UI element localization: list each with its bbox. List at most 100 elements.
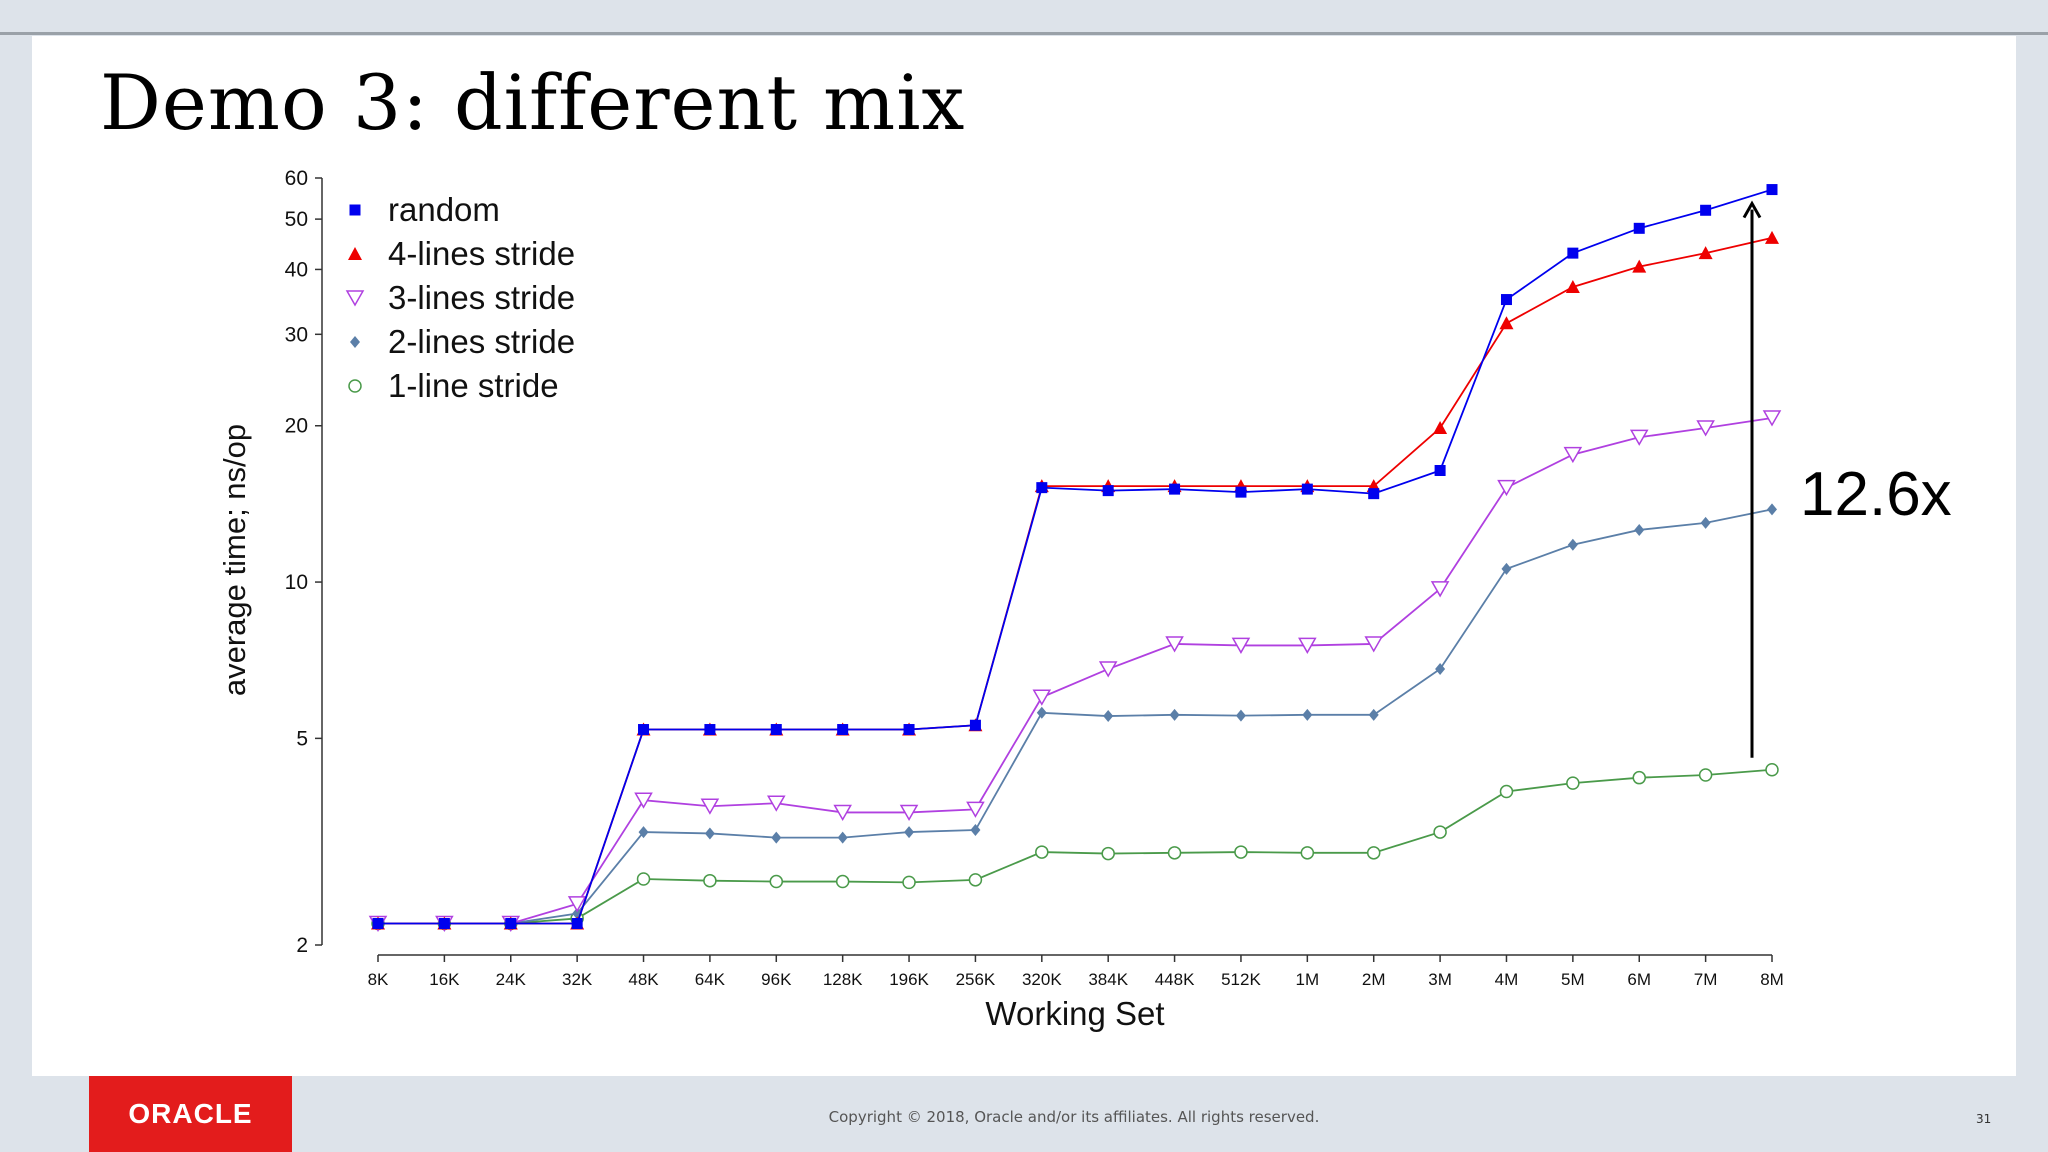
data-point — [1036, 482, 1048, 494]
x-tick-label: 7M — [1694, 970, 1718, 989]
legend-marker — [345, 290, 365, 307]
data-point — [1368, 708, 1379, 721]
data-point — [1301, 483, 1313, 495]
legend-marker — [349, 204, 361, 216]
x-tick-label: 256K — [956, 970, 996, 989]
data-point — [902, 875, 916, 890]
data-point — [1633, 222, 1645, 234]
y-tick-label: 50 — [285, 208, 308, 231]
x-tick-label: 512K — [1221, 970, 1261, 989]
data-point — [703, 873, 717, 888]
data-point — [1101, 846, 1115, 861]
x-tick-label: 8K — [368, 970, 389, 989]
slide-area — [32, 36, 2016, 1076]
data-point — [833, 804, 852, 821]
page-number: 31 — [1976, 1112, 1992, 1126]
data-point — [704, 827, 715, 840]
data-point — [1366, 846, 1381, 860]
data-point — [1767, 503, 1777, 516]
data-point — [969, 719, 981, 731]
x-tick-label: 2M — [1362, 970, 1386, 989]
data-point — [835, 874, 850, 889]
data-point — [571, 918, 583, 930]
data-point — [1634, 523, 1645, 536]
data-point — [1499, 316, 1514, 330]
data-point — [1632, 770, 1646, 785]
x-tick-label: 5M — [1561, 970, 1585, 989]
data-point — [1698, 768, 1713, 782]
legend-label: 3-lines stride — [388, 279, 575, 316]
data-point — [1700, 516, 1711, 529]
series-line — [378, 417, 1773, 925]
data-point — [1102, 485, 1114, 497]
data-point — [970, 824, 981, 837]
data-point — [1567, 538, 1578, 551]
data-point — [700, 798, 720, 815]
data-point — [1302, 708, 1313, 721]
data-point — [438, 918, 450, 930]
x-tick-label: 32K — [562, 970, 593, 989]
line-chart: 2 5 10 20 30 40 50 60 8K 16K 24K 32K 48K 64K 96K 128K 19… — [217, 167, 1952, 1032]
data-point — [837, 831, 848, 844]
data-point — [1298, 637, 1317, 654]
legend-label: random — [388, 191, 500, 228]
data-point — [1430, 581, 1450, 598]
data-point — [638, 826, 649, 839]
x-tick-label: 48K — [628, 970, 659, 989]
data-point — [1698, 246, 1713, 260]
x-axis-label: Working Set — [985, 995, 1164, 1032]
data-point — [770, 724, 782, 736]
data-point — [638, 724, 650, 736]
data-point — [1765, 230, 1779, 244]
data-point — [1435, 663, 1446, 676]
ratio-arrow-head — [1742, 200, 1762, 219]
data-point — [1235, 709, 1246, 722]
data-point — [1566, 776, 1580, 790]
data-point — [968, 873, 983, 887]
x-tick-label: 384K — [1088, 970, 1128, 989]
data-point — [1036, 706, 1047, 719]
data-point — [1567, 247, 1579, 259]
data-point — [1565, 280, 1580, 294]
legend-label: 1-line stride — [388, 367, 559, 404]
data-point — [1434, 464, 1446, 476]
data-point — [1032, 689, 1052, 706]
x-tick-label: 128K — [823, 970, 863, 989]
data-point — [505, 918, 517, 930]
data-point — [1700, 204, 1712, 216]
data-point — [1364, 636, 1384, 653]
data-point — [769, 874, 784, 889]
data-point — [1762, 410, 1782, 427]
data-point — [1497, 479, 1516, 497]
legend-label: 4-lines stride — [388, 235, 575, 272]
data-point — [1167, 846, 1182, 860]
data-point — [837, 724, 849, 736]
y-tick-label: 60 — [285, 167, 308, 190]
ratio-annotation: 12.6x — [1800, 460, 1952, 529]
data-point — [1501, 562, 1512, 575]
data-point — [766, 795, 786, 812]
data-point — [1235, 486, 1247, 498]
x-tick-label: 24K — [496, 970, 527, 989]
data-point — [567, 896, 587, 913]
series-line — [378, 768, 1773, 925]
data-point — [1500, 294, 1512, 306]
data-point — [899, 804, 919, 821]
data-point — [1231, 637, 1251, 654]
data-point — [1499, 784, 1514, 799]
x-tick-label: 448K — [1155, 970, 1195, 989]
y-tick-label: 5 — [296, 727, 308, 750]
data-point — [1433, 421, 1448, 435]
x-tick-label: 3M — [1428, 970, 1452, 989]
data-point — [1234, 845, 1248, 859]
data-point — [1766, 184, 1778, 196]
y-tick-label: 10 — [285, 571, 308, 594]
x-tick-label: 96K — [761, 970, 792, 989]
copyright-text: Copyright © 2018, Oracle and/or its affi… — [828, 1108, 1320, 1126]
series-line — [378, 237, 1773, 925]
series-line — [378, 508, 1773, 925]
series-line — [378, 188, 1773, 925]
slide-title: Demo 3: different mix — [100, 58, 966, 147]
data-point — [1169, 708, 1180, 721]
data-point — [1765, 763, 1779, 777]
